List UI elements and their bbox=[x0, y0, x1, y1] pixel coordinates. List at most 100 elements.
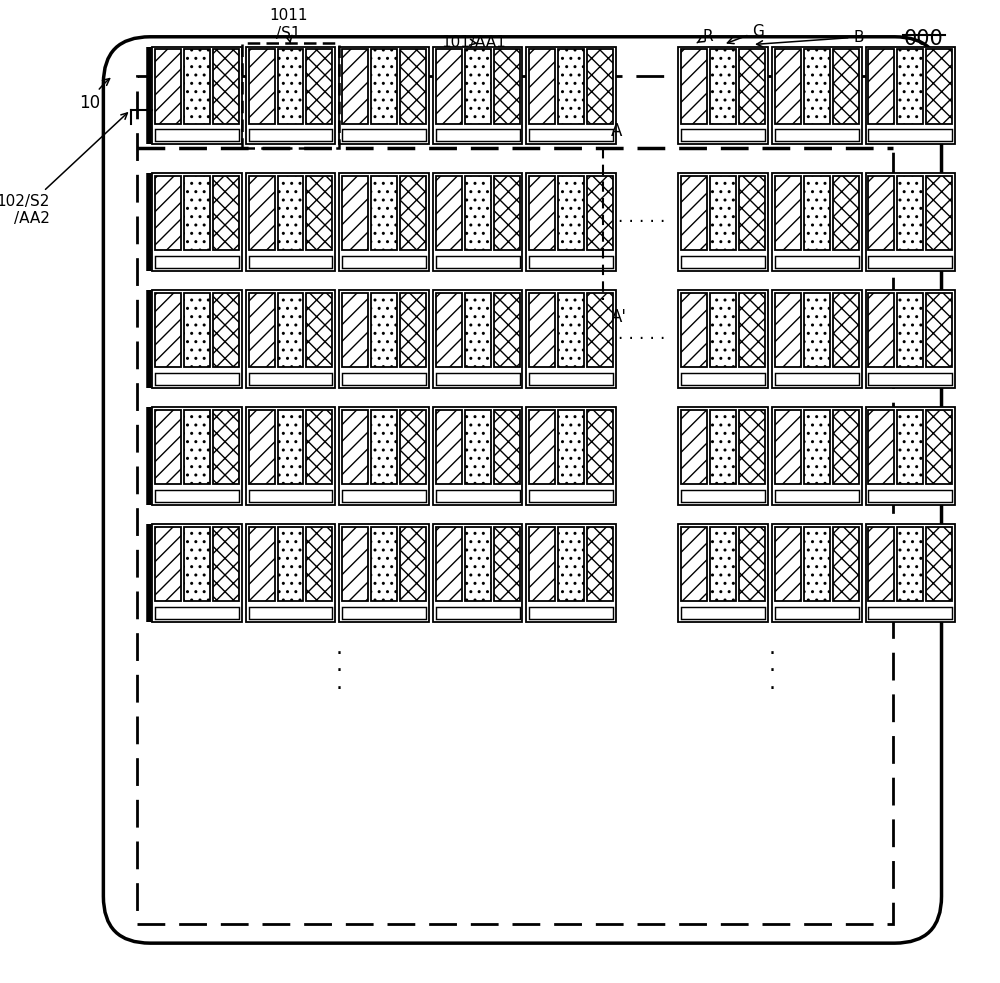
FancyBboxPatch shape bbox=[804, 49, 830, 124]
Bar bbox=[681, 490, 765, 501]
Bar bbox=[436, 373, 520, 384]
Bar bbox=[772, 524, 862, 621]
FancyBboxPatch shape bbox=[868, 176, 894, 251]
FancyBboxPatch shape bbox=[529, 49, 555, 124]
FancyBboxPatch shape bbox=[587, 176, 613, 251]
FancyBboxPatch shape bbox=[558, 527, 584, 601]
FancyBboxPatch shape bbox=[558, 410, 584, 484]
Bar bbox=[772, 290, 862, 387]
FancyBboxPatch shape bbox=[278, 410, 303, 484]
FancyBboxPatch shape bbox=[371, 176, 397, 251]
Bar bbox=[868, 130, 952, 141]
FancyBboxPatch shape bbox=[587, 293, 613, 368]
FancyBboxPatch shape bbox=[681, 410, 707, 484]
Bar bbox=[678, 46, 768, 144]
FancyBboxPatch shape bbox=[833, 527, 859, 601]
FancyBboxPatch shape bbox=[833, 410, 859, 484]
Text: 000: 000 bbox=[904, 29, 943, 49]
FancyBboxPatch shape bbox=[897, 176, 923, 251]
FancyBboxPatch shape bbox=[775, 176, 801, 251]
FancyBboxPatch shape bbox=[710, 176, 736, 251]
FancyBboxPatch shape bbox=[213, 527, 239, 601]
FancyBboxPatch shape bbox=[371, 293, 397, 368]
Bar bbox=[772, 407, 862, 504]
FancyBboxPatch shape bbox=[436, 176, 462, 251]
Bar bbox=[529, 490, 613, 501]
Bar bbox=[249, 490, 332, 501]
FancyBboxPatch shape bbox=[681, 49, 707, 124]
FancyBboxPatch shape bbox=[465, 527, 491, 601]
FancyBboxPatch shape bbox=[249, 293, 275, 368]
FancyBboxPatch shape bbox=[926, 293, 952, 368]
FancyBboxPatch shape bbox=[494, 527, 520, 601]
Bar bbox=[678, 407, 768, 504]
Text: .: . bbox=[336, 656, 343, 675]
Bar bbox=[436, 490, 520, 501]
Bar bbox=[681, 130, 765, 141]
Bar bbox=[152, 173, 242, 270]
Bar bbox=[436, 130, 520, 141]
FancyBboxPatch shape bbox=[342, 410, 368, 484]
Bar bbox=[342, 607, 426, 618]
Bar bbox=[678, 524, 768, 621]
FancyBboxPatch shape bbox=[804, 410, 830, 484]
FancyBboxPatch shape bbox=[558, 293, 584, 368]
Bar bbox=[529, 256, 613, 267]
FancyBboxPatch shape bbox=[529, 176, 555, 251]
FancyBboxPatch shape bbox=[342, 527, 368, 601]
FancyBboxPatch shape bbox=[306, 293, 332, 368]
FancyBboxPatch shape bbox=[249, 527, 275, 601]
FancyBboxPatch shape bbox=[804, 527, 830, 601]
FancyBboxPatch shape bbox=[249, 176, 275, 251]
FancyBboxPatch shape bbox=[494, 293, 520, 368]
Text: 101/AA1: 101/AA1 bbox=[441, 35, 506, 50]
Bar bbox=[436, 607, 520, 618]
FancyBboxPatch shape bbox=[710, 527, 736, 601]
Bar bbox=[339, 524, 429, 621]
FancyBboxPatch shape bbox=[897, 293, 923, 368]
FancyBboxPatch shape bbox=[926, 176, 952, 251]
FancyBboxPatch shape bbox=[587, 527, 613, 601]
Bar bbox=[775, 373, 859, 384]
Text: · · · · ·: · · · · · bbox=[618, 213, 665, 231]
FancyBboxPatch shape bbox=[775, 527, 801, 601]
Bar bbox=[342, 373, 426, 384]
FancyBboxPatch shape bbox=[775, 410, 801, 484]
FancyBboxPatch shape bbox=[306, 176, 332, 251]
FancyBboxPatch shape bbox=[868, 293, 894, 368]
FancyBboxPatch shape bbox=[494, 410, 520, 484]
FancyBboxPatch shape bbox=[278, 527, 303, 601]
Bar bbox=[526, 173, 616, 270]
Text: .: . bbox=[336, 673, 343, 693]
Bar bbox=[249, 373, 332, 384]
Bar bbox=[155, 130, 239, 141]
Bar bbox=[868, 490, 952, 501]
FancyBboxPatch shape bbox=[436, 293, 462, 368]
FancyBboxPatch shape bbox=[587, 49, 613, 124]
FancyBboxPatch shape bbox=[184, 49, 210, 124]
Text: .: . bbox=[768, 656, 775, 675]
FancyBboxPatch shape bbox=[681, 176, 707, 251]
FancyBboxPatch shape bbox=[868, 527, 894, 601]
Bar bbox=[152, 46, 242, 144]
FancyBboxPatch shape bbox=[465, 49, 491, 124]
Bar bbox=[433, 407, 522, 504]
Bar bbox=[152, 407, 242, 504]
Bar bbox=[868, 373, 952, 384]
FancyBboxPatch shape bbox=[278, 293, 303, 368]
FancyBboxPatch shape bbox=[342, 49, 368, 124]
FancyBboxPatch shape bbox=[306, 49, 332, 124]
FancyBboxPatch shape bbox=[400, 527, 426, 601]
FancyBboxPatch shape bbox=[804, 176, 830, 251]
FancyBboxPatch shape bbox=[184, 410, 210, 484]
FancyBboxPatch shape bbox=[465, 410, 491, 484]
FancyBboxPatch shape bbox=[926, 410, 952, 484]
Bar bbox=[866, 173, 955, 270]
Bar bbox=[529, 373, 613, 384]
FancyBboxPatch shape bbox=[739, 49, 765, 124]
FancyBboxPatch shape bbox=[278, 49, 303, 124]
FancyBboxPatch shape bbox=[681, 527, 707, 601]
Bar bbox=[866, 524, 955, 621]
Bar bbox=[433, 46, 522, 144]
FancyBboxPatch shape bbox=[897, 49, 923, 124]
